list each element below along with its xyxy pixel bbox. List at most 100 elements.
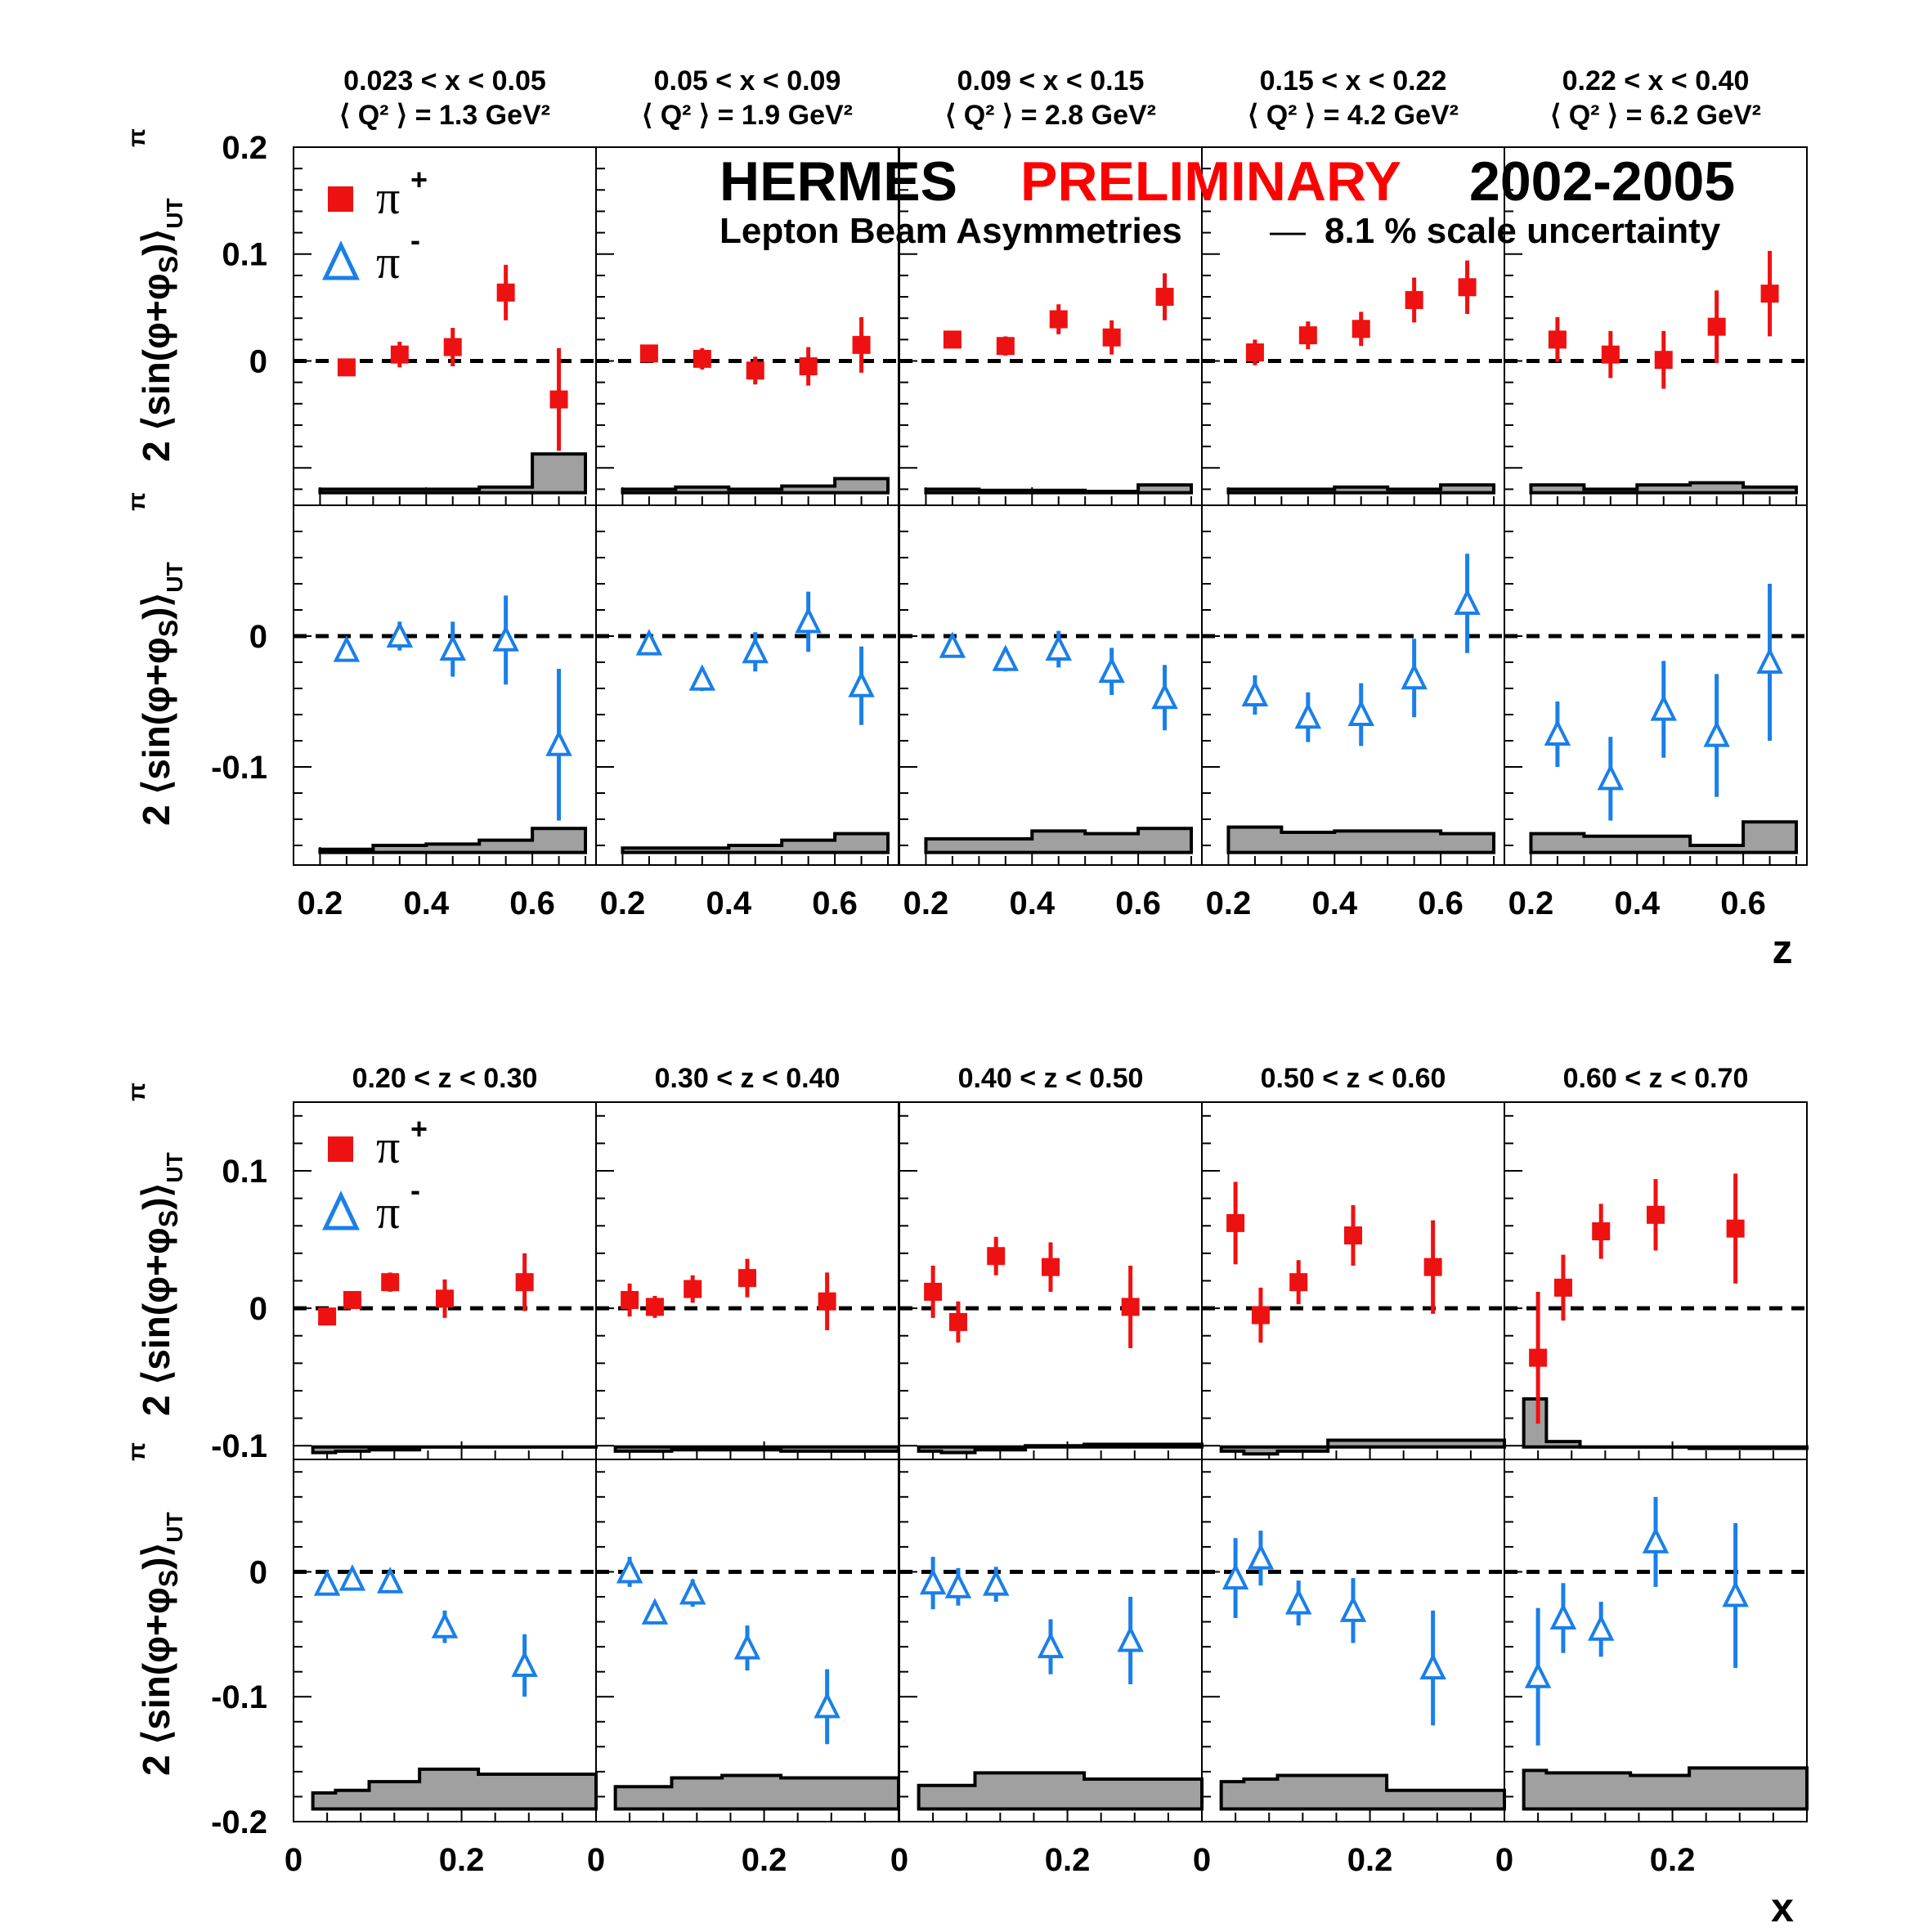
x-tick-label: 0.6 [1115,885,1161,921]
systematic-band [1226,825,1496,854]
x-tick-label: 0.4 [403,885,449,921]
data-point-pi-minus [1642,1526,1670,1553]
legend-pi-plus-label: π [376,171,400,224]
svg-text:2 ⟨sin(φ+φS)⟩UT: 2 ⟨sin(φ+φS)⟩UT [135,562,187,826]
panel-frame [1504,1101,1808,1460]
systematic-band [1219,1773,1506,1811]
x-axis-label: x [1771,1885,1794,1930]
data-point-pi-plus [443,338,462,356]
panel-frame [1504,1459,1808,1822]
y-tick-label: 0 [249,343,267,379]
y-axis-label-top-pi-plus: 2 ⟨sin(φ+φS)⟩UT π [123,128,187,462]
data-point-pi-minus [376,1567,404,1594]
x-tick-label: 0.6 [812,885,858,921]
data-point-pi-plus [693,349,711,368]
data-point-pi-plus [515,1273,534,1292]
x-tick-label: 0.2 [1347,1842,1393,1878]
x-tick-label: 0.4 [1009,885,1055,921]
banner: HERMES PRELIMINARY 2002-2005 Lepton Beam… [719,150,1735,251]
systematic-band [621,832,890,854]
y-tick-label: 0.2 [222,130,267,166]
systematic-band [1219,1438,1506,1456]
y-tick-label: 0.1 [222,237,267,273]
y-tick-label: -0.1 [211,1679,267,1715]
data-point-pi-plus [1707,317,1726,336]
x-tick-label: 0.2 [1650,1842,1696,1878]
data-point-pi-minus [1454,588,1481,615]
data-point-pi-minus [635,629,663,656]
data-point-pi-minus [439,634,466,661]
data-point-pi-minus [814,1691,840,1719]
legend-pi-minus-label: π [376,235,400,289]
data-point-pi-minus [1222,1562,1249,1590]
systematic-band [1529,820,1799,854]
data-point-pi-minus [431,1611,459,1638]
data-point-pi-minus [1339,1595,1367,1622]
svg-text:π: π [123,1442,150,1461]
y-tick-label: 0.1 [222,1154,267,1190]
x-tick-label: 0.2 [1508,885,1554,921]
x-tick-label: 0 [1495,1842,1513,1878]
panel-subtitle: ⟨ Q² ⟩ = 1.9 GeV² [642,100,853,131]
data-point-pi-plus [639,344,658,363]
data-point-pi-plus [1245,343,1264,362]
data-point-pi-plus [390,345,409,364]
systematic-band [1529,481,1799,495]
panel-subtitle: ⟨ Q² ⟩ = 4.2 GeV² [1248,100,1459,131]
data-point-pi-plus [1226,1213,1245,1232]
data-point-pi-plus [621,1291,639,1310]
panel-frame [1201,504,1505,866]
data-point-pi-plus [943,330,962,349]
x-tick-label: 0.2 [1045,1842,1091,1878]
data-point-pi-plus [1726,1219,1745,1238]
data-point-pi-plus [549,390,568,409]
data-point-pi-minus [1241,679,1269,706]
systematic-band [917,1442,1204,1455]
data-point-pi-minus [688,664,716,691]
svg-text:π: π [123,492,150,511]
data-point-pi-plus [436,1289,454,1308]
data-point-pi-minus [641,1598,669,1625]
panel-subtitle: ⟨ Q² ⟩ = 2.8 GeV² [945,100,1156,131]
y-tick-label: -0.1 [211,750,267,786]
data-point-pi-minus [492,625,519,652]
svg-text:π: π [123,128,150,147]
x-tick-label: 0 [890,1842,908,1878]
data-point-pi-plus [1298,326,1317,345]
panel-frame [595,504,899,866]
legend-bottom: π + π - [322,1112,428,1239]
chart-marks [294,250,1809,1811]
data-point-pi-plus [1601,345,1620,364]
panel-frame [899,504,1203,866]
data-point-pi-minus [1722,1580,1749,1607]
systematic-band [924,483,1194,495]
data-point-pi-plus [1289,1273,1308,1292]
y-tick-label: -0.2 [211,1804,267,1840]
data-point-pi-minus [386,621,414,648]
y-axis-labels: 2 ⟨sin(φ+φS)⟩UT π 2 ⟨sin(φ+φS)⟩UT π 2 ⟨s… [123,128,187,1776]
systematic-band [917,1771,1204,1811]
banner-hermes: HERMES [719,150,957,213]
systematic-band [318,452,588,495]
data-point-pi-plus [343,1291,361,1310]
data-point-pi-plus [1458,278,1477,297]
panel-frames: 0.023 < x < 0.05 ⟨ Q² ⟩ = 1.3 GeV² 0.2 0 0.1… [211,65,1808,1930]
systematic-band [311,1767,598,1811]
data-point-pi-plus [1423,1257,1442,1276]
data-point-pi-minus [742,636,769,664]
x-tick-label: 0.4 [1311,885,1357,921]
x-tick-label: 0 [1193,1842,1211,1878]
data-point-pi-minus [1597,763,1625,791]
systematic-band [621,477,890,495]
data-point-pi-minus [1247,1543,1275,1570]
data-point-pi-plus [1553,1278,1572,1297]
banner-subtitle: Lepton Beam Asymmetries [719,211,1182,251]
data-point-pi-plus [1121,1298,1140,1316]
x-tick-label: 0.4 [1614,885,1660,921]
data-point-pi-minus [992,644,1020,671]
data-point-pi-minus [333,635,361,662]
data-point-pi-plus [1405,290,1423,309]
x-tick-label: 0.2 [600,885,646,921]
data-point-pi-plus [987,1247,1006,1266]
panel-title: 0.15 < x < 0.22 [1260,65,1447,96]
